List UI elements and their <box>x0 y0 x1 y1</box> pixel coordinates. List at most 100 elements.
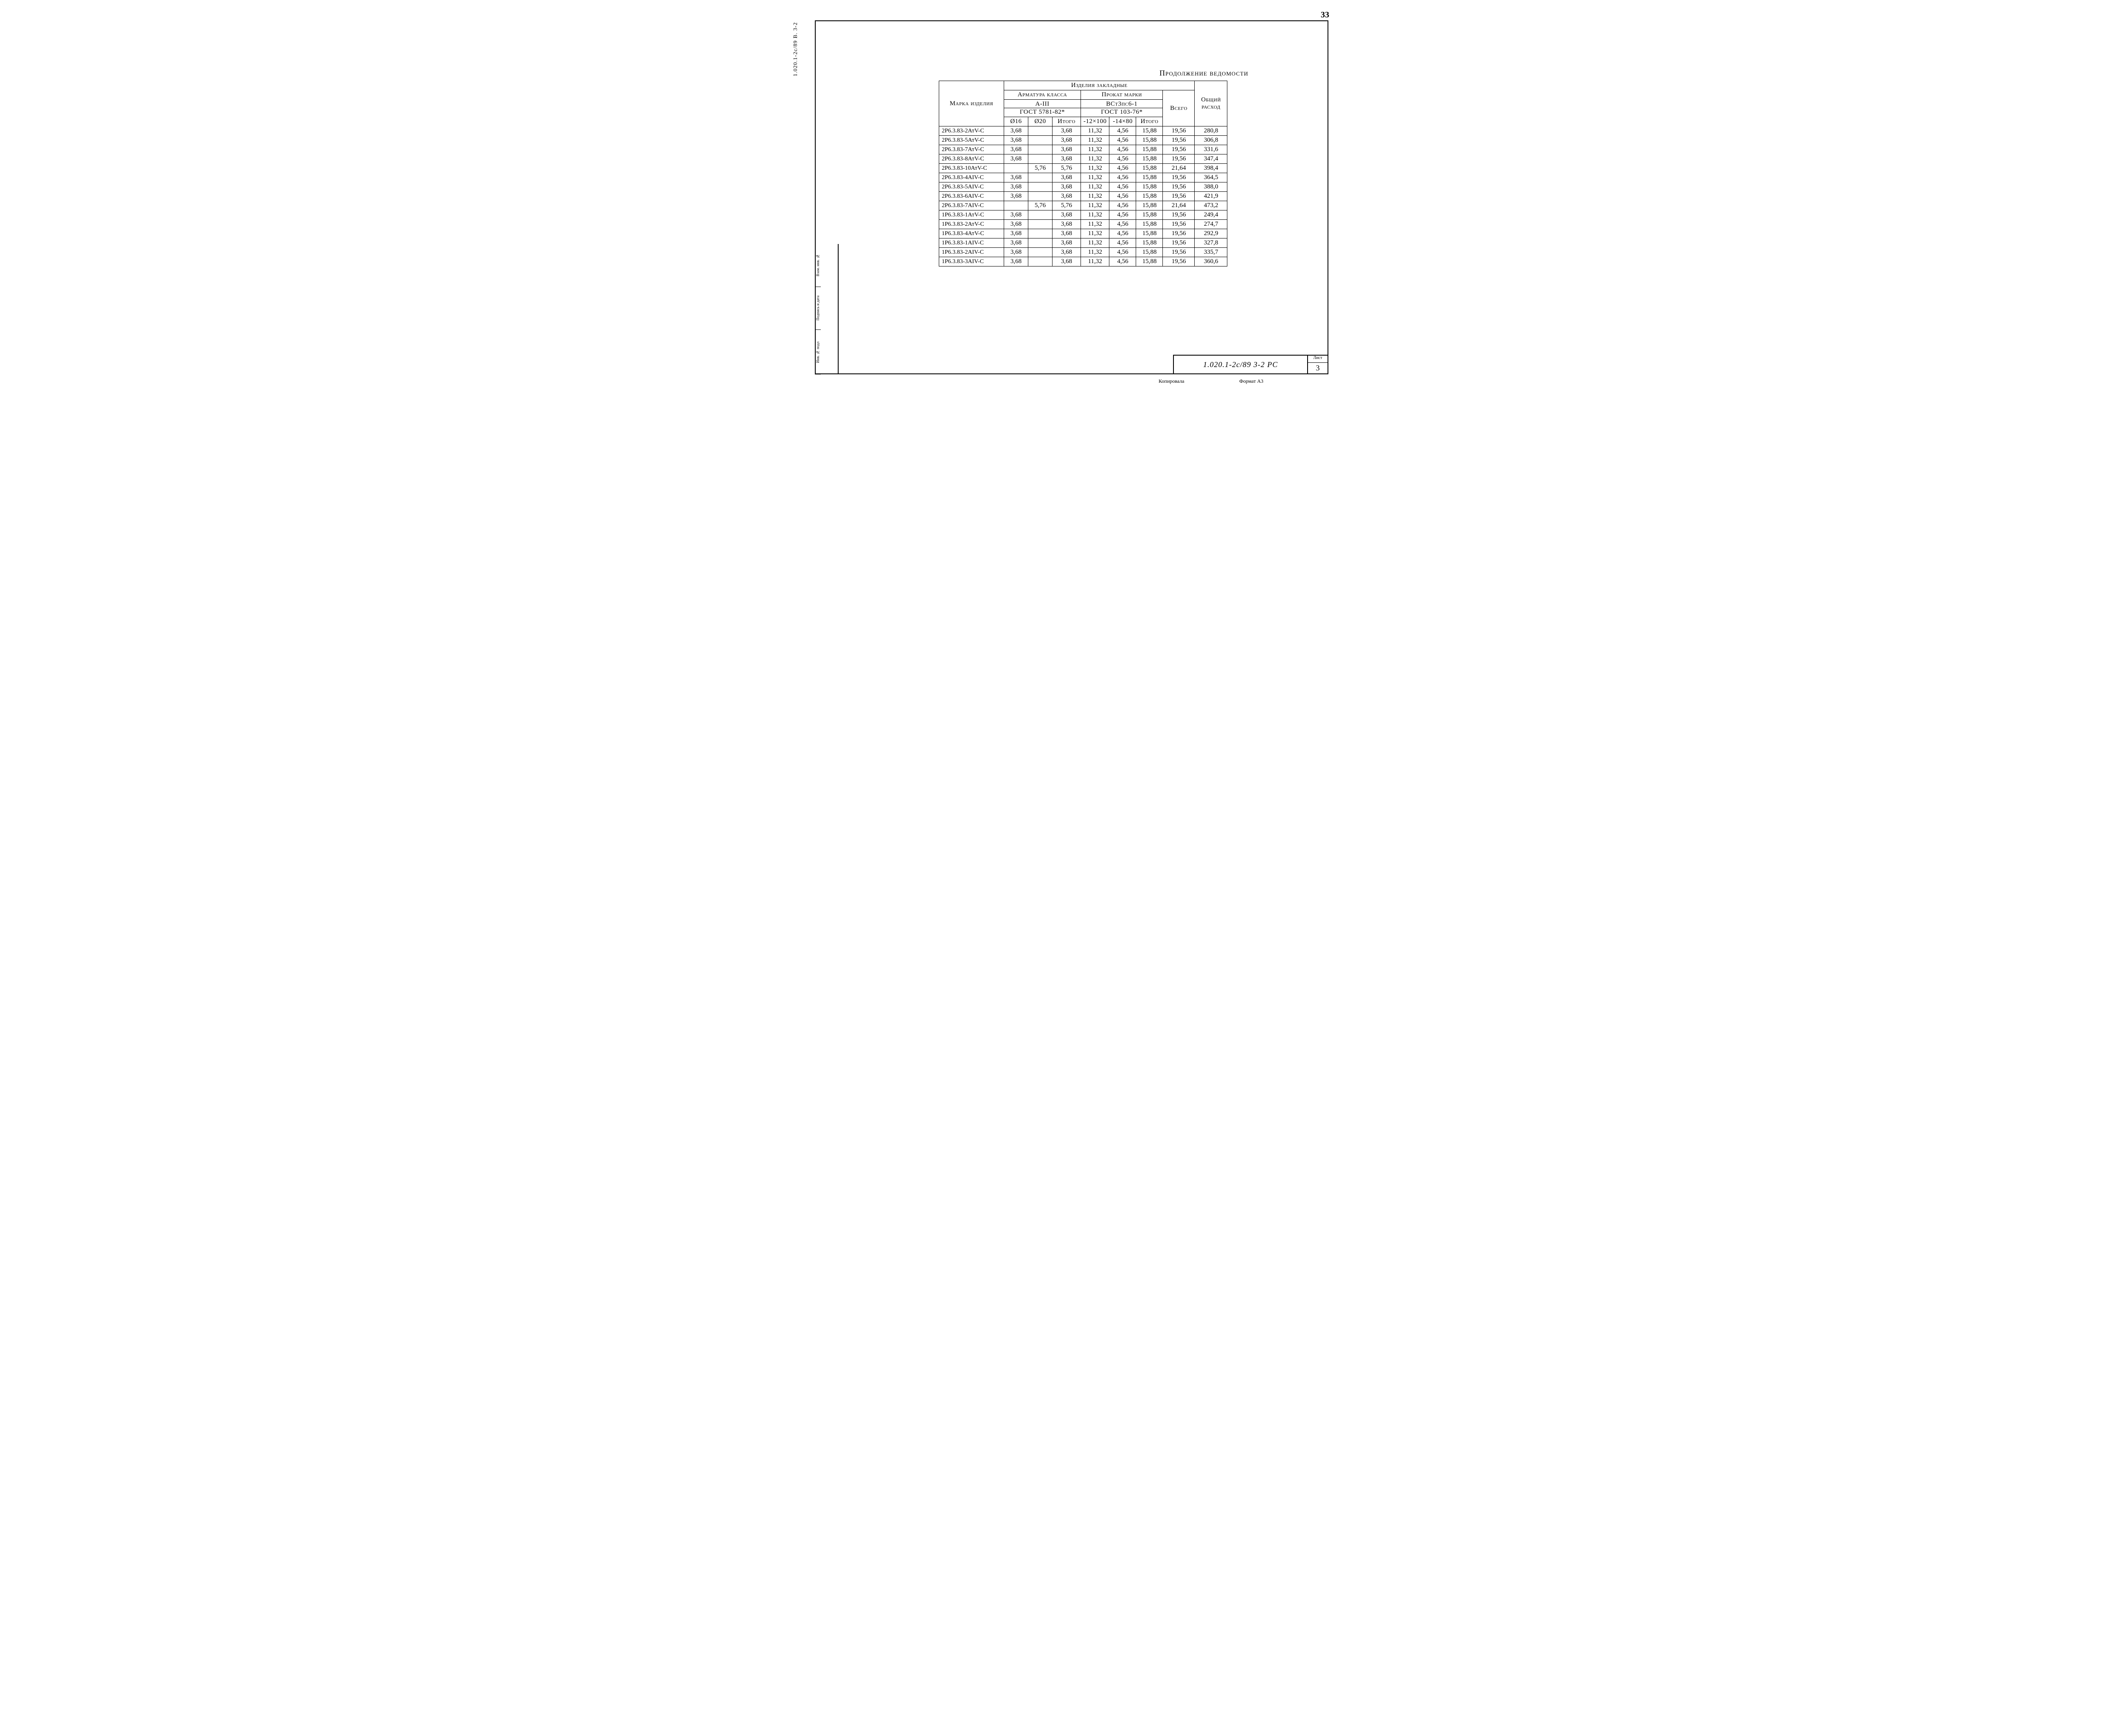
cell-p2: 4,56 <box>1109 238 1136 248</box>
cell-d16 <box>1004 164 1028 173</box>
title-block: 1.020.1-2с/89 3-2 РС Лист 3 <box>1173 355 1328 373</box>
cell-p2: 4,56 <box>1109 201 1136 210</box>
cell-d16: 3,68 <box>1004 136 1028 145</box>
cell-it1: 3,68 <box>1053 238 1081 248</box>
page-number: 33 <box>1321 10 1329 20</box>
cell-grand: 347,4 <box>1195 154 1227 164</box>
cell-grand: 274,7 <box>1195 220 1227 229</box>
cell-tot: 19,56 <box>1163 126 1195 136</box>
table-row: 1Р6.3.83-1АIV-С3,683,6811,324,5615,8819,… <box>939 238 1227 248</box>
cell-it2: 15,88 <box>1136 164 1163 173</box>
hdr-vsego: Всего <box>1163 90 1195 126</box>
cell-tot: 19,56 <box>1163 136 1195 145</box>
cell-it1: 3,68 <box>1053 192 1081 201</box>
table-row: 2Р6.3.83-8АтV-С3,683,6811,324,5615,8819,… <box>939 154 1227 164</box>
cell-d16: 3,68 <box>1004 238 1028 248</box>
cell-grand: 473,2 <box>1195 201 1227 210</box>
cell-mark: 1Р6.3.83-4АтV-С <box>939 229 1004 238</box>
cell-d16: 3,68 <box>1004 248 1028 257</box>
doc-number: 1.020.1-2с/89 3-2 РС <box>1174 356 1308 373</box>
cell-grand: 364,5 <box>1195 173 1227 182</box>
table-row: 2Р6.3.83-5АтV-С3,683,6811,324,5615,8819,… <box>939 136 1227 145</box>
cell-grand: 249,4 <box>1195 210 1227 220</box>
cell-mark: 1Р6.3.83-1АтV-С <box>939 210 1004 220</box>
table-caption: Продолжение ведомости <box>1159 69 1248 78</box>
stamp-cell: Подпись и дата <box>815 287 821 330</box>
cell-p1: 11,32 <box>1081 220 1109 229</box>
cell-tot: 19,56 <box>1163 238 1195 248</box>
cell-p2: 4,56 <box>1109 210 1136 220</box>
cell-grand: 335,7 <box>1195 248 1227 257</box>
cell-it2: 15,88 <box>1136 154 1163 164</box>
materials-table: Марка изделия Изделия закладные Общий ра… <box>939 81 1227 266</box>
cell-mark: 2Р6.3.83-2АтV-С <box>939 126 1004 136</box>
cell-d16: 3,68 <box>1004 229 1028 238</box>
cell-it1: 3,68 <box>1053 257 1081 266</box>
cell-mark: 2Р6.3.83-7АтV-С <box>939 145 1004 154</box>
cell-grand: 421,9 <box>1195 192 1227 201</box>
cell-p2: 4,56 <box>1109 136 1136 145</box>
table-row: 1Р6.3.83-4АтV-С3,683,6811,324,5615,8819,… <box>939 229 1227 238</box>
cell-p2: 4,56 <box>1109 229 1136 238</box>
cell-it2: 15,88 <box>1136 220 1163 229</box>
hdr-rolled-sub: ВСт3пс6-1 <box>1083 101 1160 108</box>
cell-d16: 3,68 <box>1004 182 1028 192</box>
cell-it1: 3,68 <box>1053 154 1081 164</box>
table-row: 2Р6.3.83-2АтV-С3,683,6811,324,5615,8819,… <box>939 126 1227 136</box>
cell-d16: 3,68 <box>1004 257 1028 266</box>
cell-it1: 3,68 <box>1053 229 1081 238</box>
cell-p2: 4,56 <box>1109 248 1136 257</box>
cell-tot: 19,56 <box>1163 173 1195 182</box>
cell-grand: 306,8 <box>1195 136 1227 145</box>
table-row: 2Р6.3.83-10АтV-С5,765,7611,324,5615,8821… <box>939 164 1227 173</box>
cell-tot: 19,56 <box>1163 182 1195 192</box>
cell-p1: 11,32 <box>1081 136 1109 145</box>
cell-mark: 2Р6.3.83-5АтV-С <box>939 136 1004 145</box>
hdr-grand: Общий расход <box>1195 81 1227 126</box>
cell-d20 <box>1028 126 1053 136</box>
cell-mark: 2Р6.3.83-4АIV-С <box>939 173 1004 182</box>
table-body: 2Р6.3.83-2АтV-С3,683,6811,324,5615,8819,… <box>939 126 1227 266</box>
cell-p2: 4,56 <box>1109 257 1136 266</box>
sheet-label: Лист <box>1308 356 1328 363</box>
cell-it1: 5,76 <box>1053 201 1081 210</box>
cell-grand: 388,0 <box>1195 182 1227 192</box>
cell-d20 <box>1028 145 1053 154</box>
cell-mark: 1Р6.3.83-1АIV-С <box>939 238 1004 248</box>
cell-d16: 3,68 <box>1004 145 1028 154</box>
cell-mark: 1Р6.3.83-2АтV-С <box>939 220 1004 229</box>
cell-it2: 15,88 <box>1136 201 1163 210</box>
side-series-label: 1.020.1-2с/89 В. 3-2 <box>792 22 799 76</box>
cell-p2: 4,56 <box>1109 182 1136 192</box>
cell-grand: 360,6 <box>1195 257 1227 266</box>
hdr-reinf-gost: ГОСТ 5781-82* <box>1004 108 1081 116</box>
cell-tot: 19,56 <box>1163 145 1195 154</box>
cell-p1: 11,32 <box>1081 192 1109 201</box>
cell-p1: 11,32 <box>1081 210 1109 220</box>
cell-p1: 11,32 <box>1081 248 1109 257</box>
hdr-d16: Ø16 <box>1004 117 1028 126</box>
cell-it1: 3,68 <box>1053 220 1081 229</box>
cell-mark: 1Р6.3.83-2АIV-С <box>939 248 1004 257</box>
cell-it1: 3,68 <box>1053 136 1081 145</box>
cell-tot: 19,56 <box>1163 257 1195 266</box>
cell-it1: 3,68 <box>1053 210 1081 220</box>
cell-d20 <box>1028 154 1053 164</box>
cell-it1: 5,76 <box>1053 164 1081 173</box>
cell-tot: 19,56 <box>1163 248 1195 257</box>
hdr-reinf-sub-gost: А-III ГОСТ 5781-82* <box>1004 100 1081 117</box>
table-row: 1Р6.3.83-3АIV-С3,683,6811,324,5615,8819,… <box>939 257 1227 266</box>
cell-p2: 4,56 <box>1109 173 1136 182</box>
hdr-embedded: Изделия закладные <box>1004 81 1195 90</box>
cell-d20 <box>1028 248 1053 257</box>
outer-frame: Продолжение ведомости Марка изделия Изде… <box>815 20 1328 374</box>
cell-it2: 15,88 <box>1136 173 1163 182</box>
cell-d20: 5,76 <box>1028 164 1053 173</box>
cell-it1: 3,68 <box>1053 173 1081 182</box>
cell-p1: 11,32 <box>1081 164 1109 173</box>
cell-d16: 3,68 <box>1004 173 1028 182</box>
cell-p1: 11,32 <box>1081 229 1109 238</box>
hdr-reinf-class: Арматура класса <box>1004 90 1081 100</box>
cell-it1: 3,68 <box>1053 182 1081 192</box>
cell-it1: 3,68 <box>1053 145 1081 154</box>
